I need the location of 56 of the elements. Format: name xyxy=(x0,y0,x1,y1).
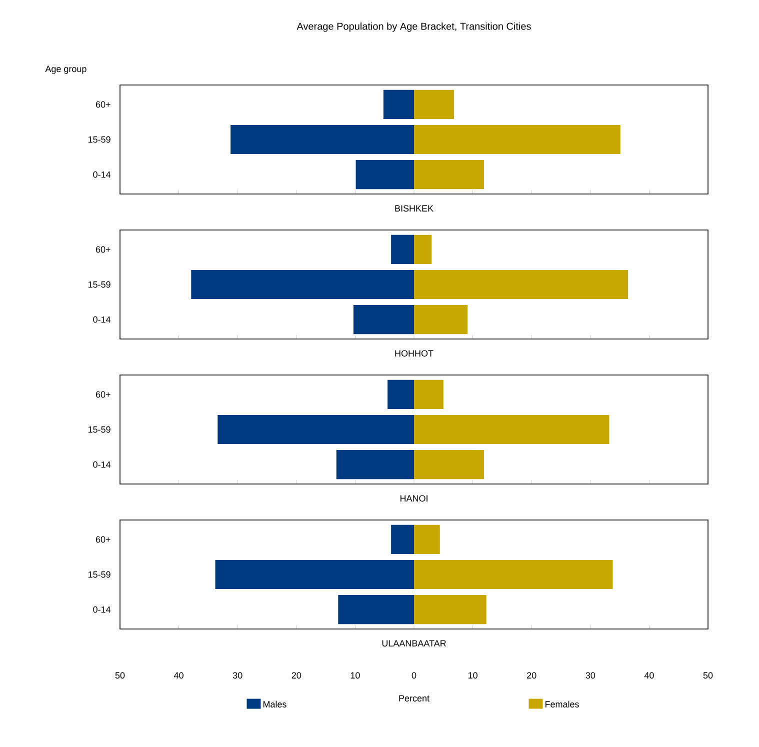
y-tick-label: 15-59 xyxy=(88,426,110,433)
x-tick-label: 20 xyxy=(527,672,536,679)
bar xyxy=(414,380,444,409)
x-tick-label: 10 xyxy=(350,672,360,679)
legend-label: Females xyxy=(545,700,579,708)
x-tick-label: 50 xyxy=(703,672,713,679)
y-tick-label: 60+ xyxy=(96,536,110,543)
x-tick-label: 40 xyxy=(174,672,184,679)
bar xyxy=(414,124,620,154)
bar xyxy=(414,595,486,624)
bar xyxy=(383,90,414,119)
y-tick-label: 0-14 xyxy=(93,171,111,178)
y-tick-label: 0-14 xyxy=(93,461,111,468)
x-axis-title: Percent xyxy=(399,695,430,702)
text: HANOI xyxy=(400,495,428,502)
bar xyxy=(388,380,414,409)
bar xyxy=(218,414,414,444)
bar xyxy=(414,560,613,590)
bar xyxy=(414,305,468,334)
bar xyxy=(191,270,414,300)
bar xyxy=(230,124,414,154)
bar xyxy=(414,234,432,264)
bar xyxy=(338,595,414,624)
y-tick-label: 0-14 xyxy=(93,316,111,323)
y-tick-label: 60+ xyxy=(96,391,110,398)
y-tick-label: 60+ xyxy=(96,246,110,253)
y-tick-label: 60+ xyxy=(96,101,110,108)
bar xyxy=(353,305,414,334)
y-tick-label: 15-59 xyxy=(88,136,110,143)
x-tick-label: 30 xyxy=(586,672,596,679)
y-tick-label: 15-59 xyxy=(88,281,110,288)
bar xyxy=(391,524,414,554)
text: BISHKEK xyxy=(395,205,434,212)
x-tick-label: 30 xyxy=(232,672,242,679)
y-axis-title: Age group xyxy=(45,66,86,74)
bar xyxy=(356,160,414,190)
x-tick-label: 10 xyxy=(468,672,478,679)
text: HOHHOT xyxy=(395,350,434,357)
bar xyxy=(414,160,484,190)
bar xyxy=(215,560,414,590)
bar xyxy=(414,90,454,119)
text: ULAANBAATAR xyxy=(382,640,446,646)
bar xyxy=(391,234,414,264)
bar xyxy=(414,524,440,554)
bar xyxy=(414,270,628,300)
x-tick-label: 40 xyxy=(644,672,654,679)
bar xyxy=(414,450,484,480)
y-tick-label: 0-14 xyxy=(93,606,111,613)
bar xyxy=(414,414,610,444)
bar xyxy=(336,450,414,480)
x-tick-label: 0 xyxy=(412,672,416,679)
y-tick-label: 15-59 xyxy=(88,571,110,578)
x-tick-label: 50 xyxy=(115,672,125,679)
chart-title: Average Population by Age Bracket, Transition Cities xyxy=(296,22,531,32)
legend-label: Males xyxy=(263,700,286,708)
x-tick-label: 20 xyxy=(292,672,302,679)
